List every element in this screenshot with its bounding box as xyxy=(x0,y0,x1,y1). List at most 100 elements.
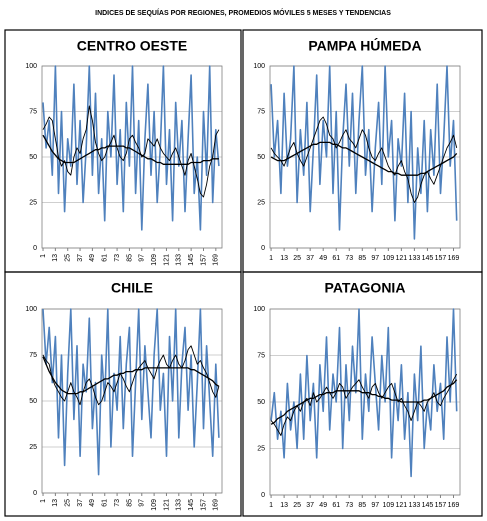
y-tick-label: 0 xyxy=(261,245,265,252)
x-tick-label: 97 xyxy=(139,254,146,262)
x-tick-label: 61 xyxy=(332,255,340,262)
x-tick-label: 157 xyxy=(435,502,447,509)
moving-average-line xyxy=(270,373,458,436)
x-tick-label: 1 xyxy=(40,499,47,503)
x-tick-label: 145 xyxy=(422,255,434,262)
plot-area xyxy=(269,65,461,249)
x-tick-label: 109 xyxy=(382,255,394,262)
x-tick-label: 97 xyxy=(371,502,379,509)
x-tick-label: 169 xyxy=(448,255,460,262)
panel-frame xyxy=(4,271,242,517)
x-tick-label: 61 xyxy=(332,502,340,509)
y-tick-label: 50 xyxy=(29,398,37,405)
x-tick-label: 1 xyxy=(269,255,273,262)
y-tick-label: 0 xyxy=(261,492,265,499)
trend-line xyxy=(42,356,220,395)
x-tick-label: 157 xyxy=(200,254,207,266)
x-tick-label: 37 xyxy=(306,502,314,509)
y-tick-label: 75 xyxy=(257,108,265,115)
y-tick-label: 75 xyxy=(257,352,265,359)
x-tick-label: 25 xyxy=(293,255,301,262)
moving-average-line xyxy=(270,116,458,203)
y-tick-label: 25 xyxy=(29,444,37,451)
y-tick-label: 50 xyxy=(29,154,37,161)
x-tick-label: 97 xyxy=(371,255,379,262)
panel-title: CENTRO OESTE xyxy=(77,38,187,54)
panel-title: PATAGONIA xyxy=(325,280,406,296)
y-tick-label: 75 xyxy=(29,352,37,359)
x-tick-label: 109 xyxy=(151,499,158,511)
x-tick-label: 37 xyxy=(77,499,84,507)
x-tick-label: 1 xyxy=(269,502,273,509)
x-tick-label: 49 xyxy=(319,255,327,262)
x-tick-label: 169 xyxy=(213,254,220,266)
x-tick-label: 169 xyxy=(448,502,460,509)
x-tick-label: 13 xyxy=(52,254,59,262)
x-tick-label: 133 xyxy=(176,254,183,266)
index-line xyxy=(270,65,458,240)
y-tick-label: 50 xyxy=(257,399,265,406)
x-tick-label: 25 xyxy=(65,499,72,507)
x-tick-label: 109 xyxy=(151,254,158,266)
index-line xyxy=(42,308,220,476)
x-tick-label: 1 xyxy=(40,254,47,258)
index-line xyxy=(42,65,220,231)
x-tick-label: 13 xyxy=(52,499,59,507)
trend-line xyxy=(42,134,219,165)
x-tick-label: 109 xyxy=(382,502,394,509)
moving-average-line xyxy=(42,345,220,406)
x-tick-label: 37 xyxy=(77,254,84,262)
y-tick-label: 100 xyxy=(253,306,265,313)
x-tick-label: 121 xyxy=(396,255,408,262)
x-tick-label: 157 xyxy=(435,255,447,262)
x-tick-label: 133 xyxy=(176,499,183,511)
y-tick-label: 100 xyxy=(25,63,37,70)
x-tick-label: 73 xyxy=(345,255,353,262)
x-tick-label: 133 xyxy=(409,502,421,509)
x-tick-label: 37 xyxy=(306,255,314,262)
x-tick-label: 169 xyxy=(213,499,220,511)
y-tick-label: 0 xyxy=(33,490,37,497)
x-tick-label: 13 xyxy=(280,255,288,262)
x-tick-label: 145 xyxy=(188,254,195,266)
x-tick-label: 157 xyxy=(200,499,207,511)
x-tick-label: 49 xyxy=(319,502,327,509)
x-tick-label: 25 xyxy=(65,254,72,262)
y-tick-label: 25 xyxy=(29,199,37,206)
x-tick-label: 97 xyxy=(139,499,146,507)
x-tick-label: 73 xyxy=(114,499,121,507)
panel-title: CHILE xyxy=(111,280,153,296)
x-tick-label: 121 xyxy=(163,254,170,266)
trend-line xyxy=(270,379,458,425)
x-tick-label: 85 xyxy=(358,255,366,262)
y-tick-label: 100 xyxy=(253,63,265,70)
x-tick-label: 121 xyxy=(163,499,170,511)
x-tick-label: 61 xyxy=(102,254,109,262)
y-tick-label: 100 xyxy=(25,306,37,313)
x-tick-label: 85 xyxy=(126,254,133,262)
x-tick-label: 73 xyxy=(114,254,121,262)
panel-title: PAMPA HÚMEDA xyxy=(308,37,421,54)
y-tick-label: 0 xyxy=(33,245,37,252)
page-title: INDICES DE SEQUÍAS POR REGIONES, PROMEDI… xyxy=(95,8,391,17)
x-tick-label: 13 xyxy=(280,502,288,509)
x-tick-label: 121 xyxy=(396,502,408,509)
x-tick-label: 133 xyxy=(409,255,421,262)
y-tick-label: 25 xyxy=(257,445,265,452)
plot-area xyxy=(41,308,223,494)
y-tick-label: 50 xyxy=(257,154,265,161)
x-tick-label: 85 xyxy=(358,502,366,509)
x-tick-label: 49 xyxy=(89,254,96,262)
trend-line xyxy=(270,141,458,176)
panel-frame xyxy=(242,271,483,517)
y-tick-label: 75 xyxy=(29,108,37,115)
plot-area xyxy=(269,308,461,496)
x-tick-label: 73 xyxy=(345,502,353,509)
x-tick-label: 145 xyxy=(422,502,434,509)
y-tick-label: 25 xyxy=(257,199,265,206)
moving-average-line xyxy=(42,105,220,198)
x-tick-label: 85 xyxy=(126,499,133,507)
x-tick-label: 145 xyxy=(188,499,195,511)
x-tick-label: 49 xyxy=(89,499,96,507)
